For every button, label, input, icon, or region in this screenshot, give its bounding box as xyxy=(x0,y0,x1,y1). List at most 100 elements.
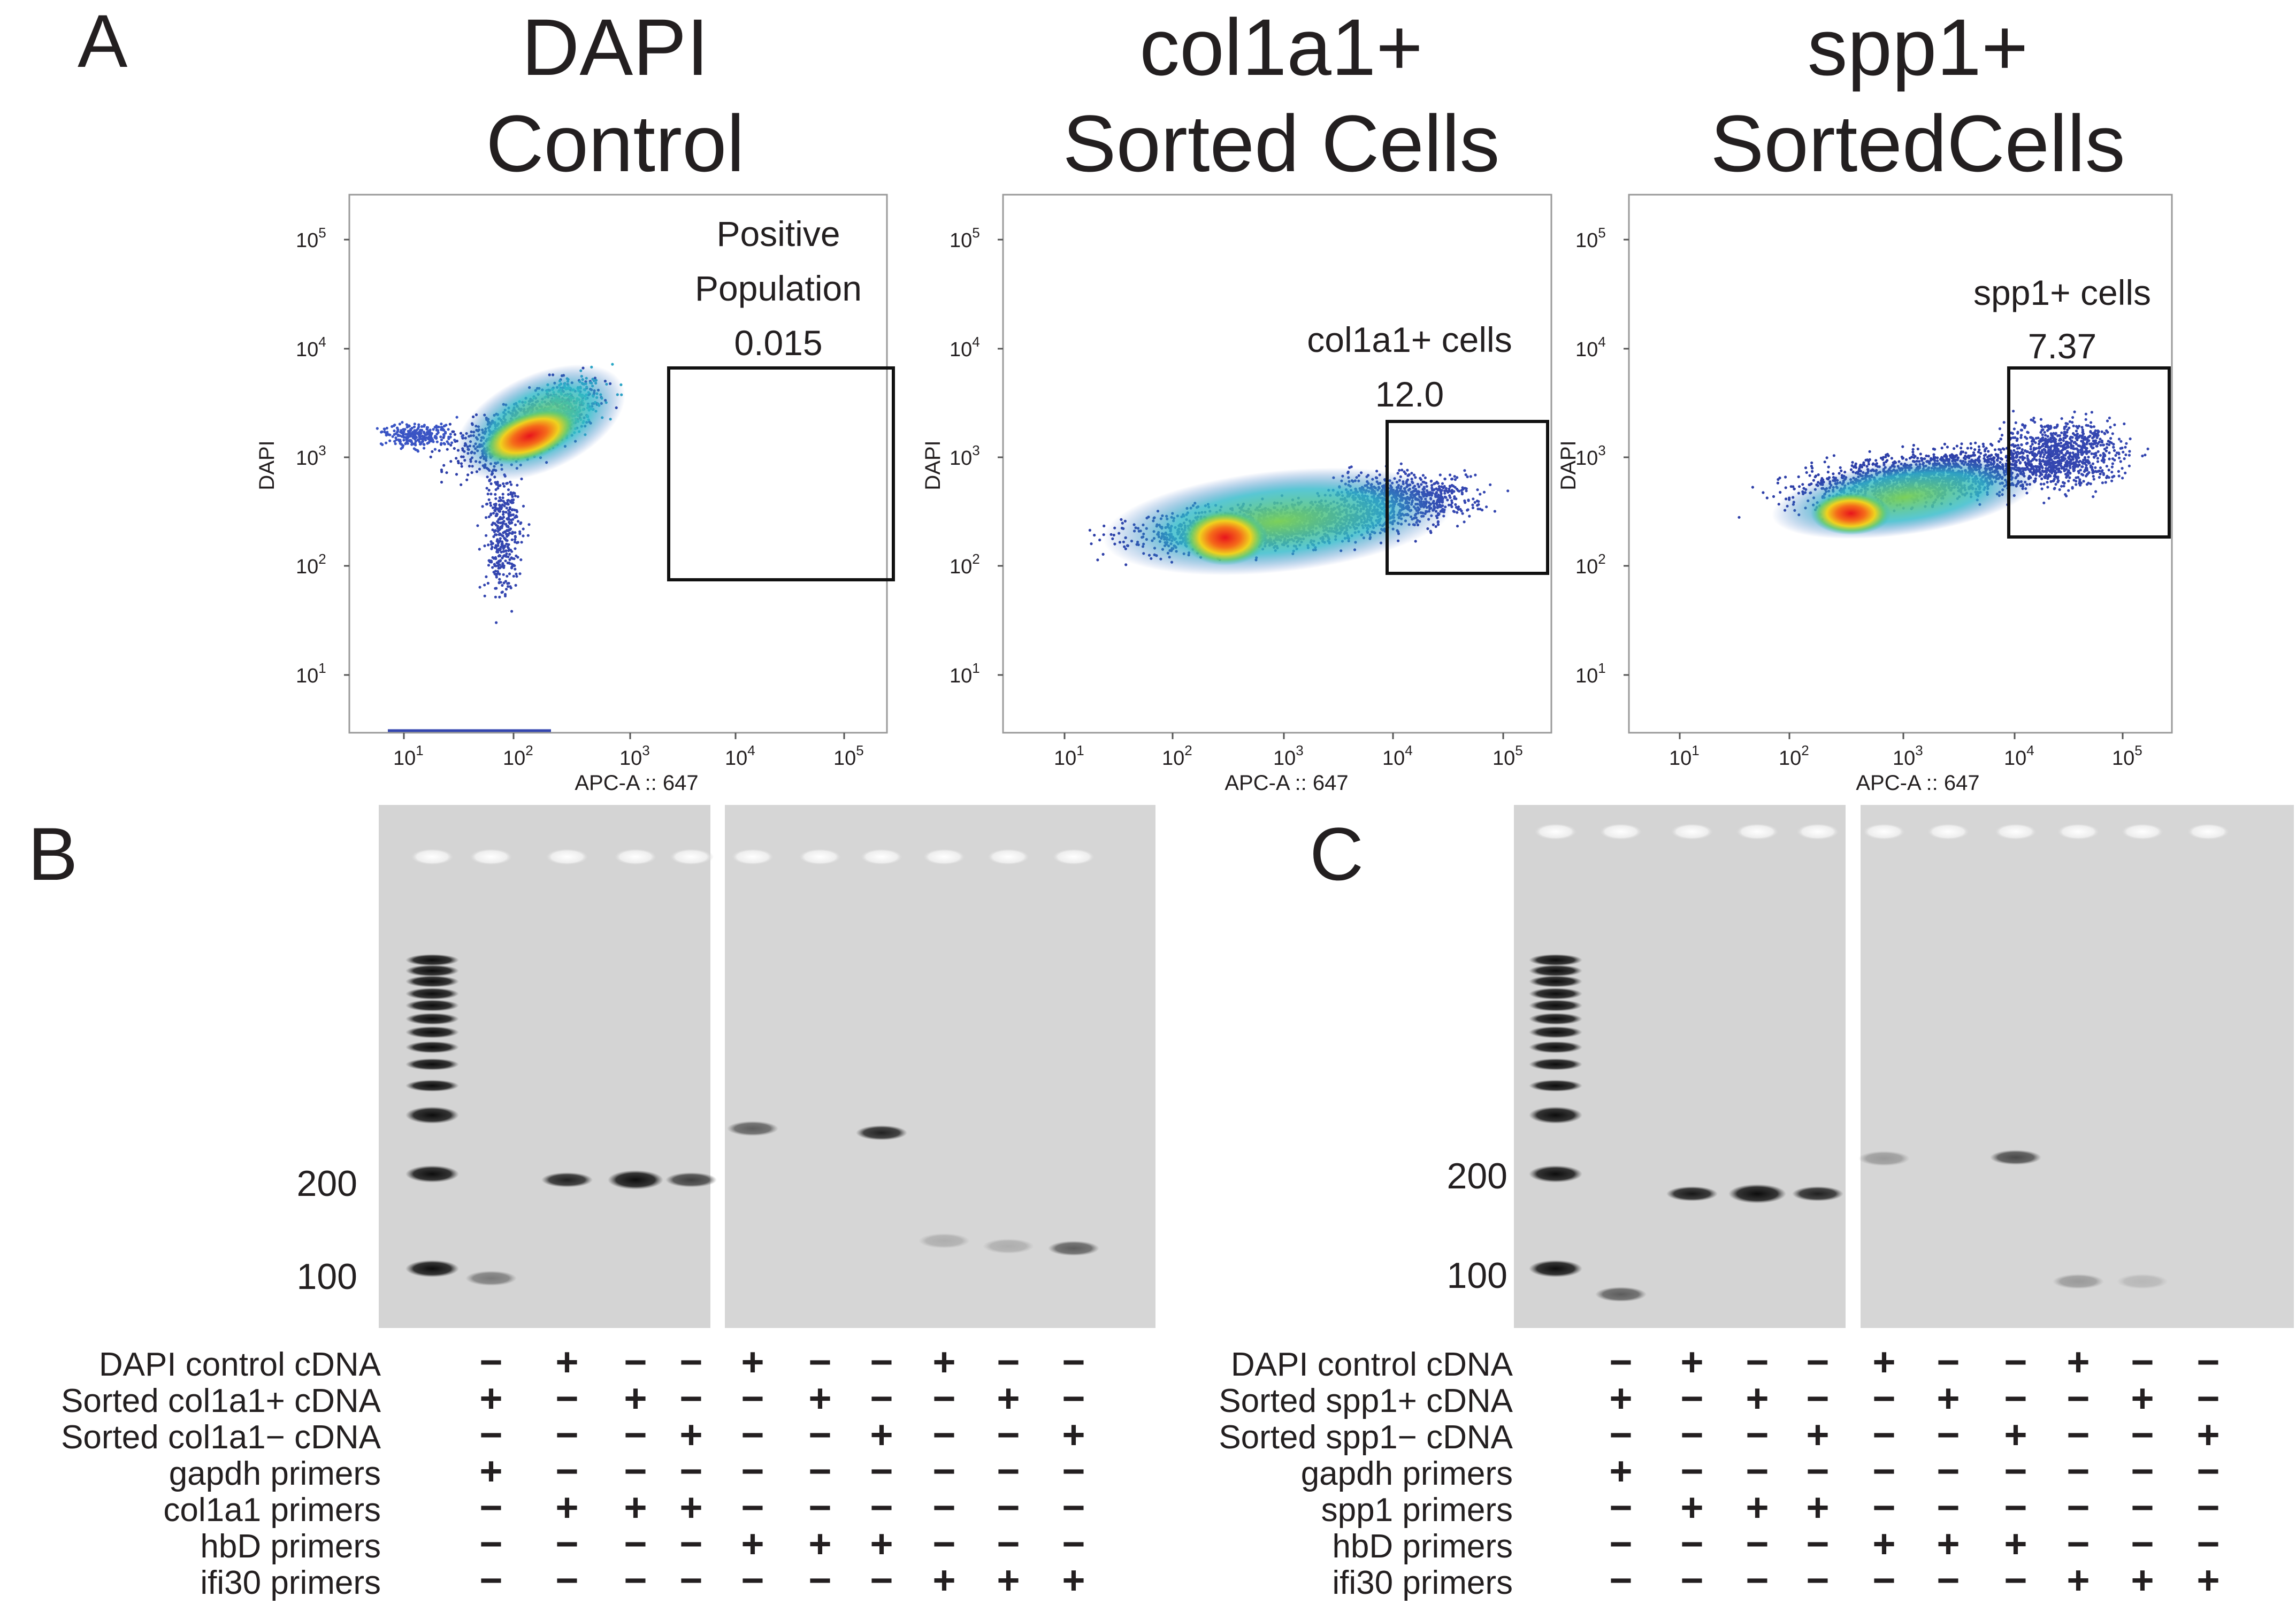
cell-event xyxy=(416,439,419,442)
cell-event xyxy=(1474,473,1477,477)
cell-event xyxy=(499,521,502,525)
cell-event xyxy=(512,557,516,561)
cell-event xyxy=(413,423,416,426)
gate-box xyxy=(667,366,895,581)
cell-event xyxy=(506,518,509,521)
cell-event xyxy=(499,546,503,549)
cell-event xyxy=(391,425,394,428)
cell-event xyxy=(404,442,407,446)
cell-event xyxy=(385,441,388,444)
cell-event xyxy=(496,564,500,567)
cell-event xyxy=(514,531,517,534)
cell-event xyxy=(514,538,517,541)
cell-event xyxy=(1476,488,1479,492)
cell-event xyxy=(1798,485,1801,488)
cell-event xyxy=(428,429,431,433)
cell-event xyxy=(379,442,383,446)
cell-event xyxy=(507,525,510,528)
cell-event xyxy=(510,566,514,570)
cell-event xyxy=(445,471,448,474)
cell-event xyxy=(1477,500,1480,503)
cell-event xyxy=(2031,453,2034,457)
cell-event xyxy=(440,428,443,431)
cell-event xyxy=(376,427,379,430)
cell-event xyxy=(501,584,504,587)
cell-event xyxy=(498,503,501,506)
cell-event xyxy=(2021,448,2024,451)
gate-label-line1: Positive xyxy=(716,214,840,254)
cell-event xyxy=(508,558,511,561)
cell-event xyxy=(503,536,506,540)
cell-event xyxy=(2071,458,2075,461)
cell-event xyxy=(515,575,518,578)
cell-event xyxy=(498,595,501,598)
cell-event xyxy=(500,506,503,509)
cell-event xyxy=(504,559,507,563)
cell-event xyxy=(510,508,514,512)
cell-event xyxy=(505,552,508,555)
cell-event xyxy=(510,556,513,559)
cell-event xyxy=(527,523,531,526)
cell-event xyxy=(495,621,498,624)
cell-event xyxy=(398,440,401,443)
cell-event xyxy=(1090,542,1093,546)
cell-event xyxy=(487,488,491,492)
cell-event xyxy=(491,566,494,569)
cell-event xyxy=(420,428,424,432)
cell-event xyxy=(498,554,501,557)
cell-event xyxy=(526,534,530,537)
cell-event xyxy=(437,429,440,432)
cell-event xyxy=(1814,474,1818,478)
cell-event xyxy=(1469,475,1472,478)
cell-event xyxy=(1451,478,1454,481)
cell-event xyxy=(506,574,509,578)
cell-event xyxy=(504,523,507,526)
cell-event xyxy=(1493,510,1496,513)
cell-event xyxy=(1465,487,1468,490)
cell-event xyxy=(2083,456,2087,459)
cell-event xyxy=(496,550,500,554)
cell-event xyxy=(489,493,493,496)
cell-event xyxy=(478,548,481,551)
cell-event xyxy=(514,540,517,544)
cell-event xyxy=(421,440,424,443)
cell-event xyxy=(514,547,517,550)
panel-letter-a: A xyxy=(78,0,128,83)
cell-event xyxy=(440,438,443,441)
cell-event xyxy=(507,549,510,552)
cell-event xyxy=(449,435,452,439)
cell-event xyxy=(510,513,513,517)
cell-event xyxy=(520,541,523,544)
cell-event xyxy=(519,522,522,525)
cell-event xyxy=(1751,486,1754,489)
cell-event xyxy=(1485,505,1488,509)
cell-event xyxy=(495,548,499,551)
cell-event xyxy=(502,573,505,576)
cell-event xyxy=(510,498,514,502)
cell-event xyxy=(506,582,509,585)
cell-event xyxy=(494,497,498,500)
cell-event xyxy=(414,448,417,451)
cell-event xyxy=(485,503,488,506)
cell-event xyxy=(503,501,507,505)
cell-event xyxy=(501,543,504,547)
cell-event xyxy=(489,540,493,543)
cell-event xyxy=(501,496,504,500)
flow-plot-col1a1-sorted: col1a1+ cells 12.0 xyxy=(1002,194,1552,734)
cell-event xyxy=(1456,525,1459,528)
cell-event xyxy=(494,502,498,505)
plot-title-dapi-line1: DAPI xyxy=(522,2,709,92)
cell-event xyxy=(442,442,446,445)
cell-event xyxy=(418,435,421,439)
cell-event xyxy=(496,520,499,523)
cell-event xyxy=(2047,497,2050,500)
cell-event xyxy=(417,423,420,426)
cell-event xyxy=(419,437,423,441)
cell-event xyxy=(1456,511,1459,514)
cell-event xyxy=(2104,449,2108,452)
cell-event xyxy=(485,534,488,537)
cell-event xyxy=(487,543,490,547)
cell-event xyxy=(483,594,486,597)
cell-event xyxy=(424,439,427,442)
